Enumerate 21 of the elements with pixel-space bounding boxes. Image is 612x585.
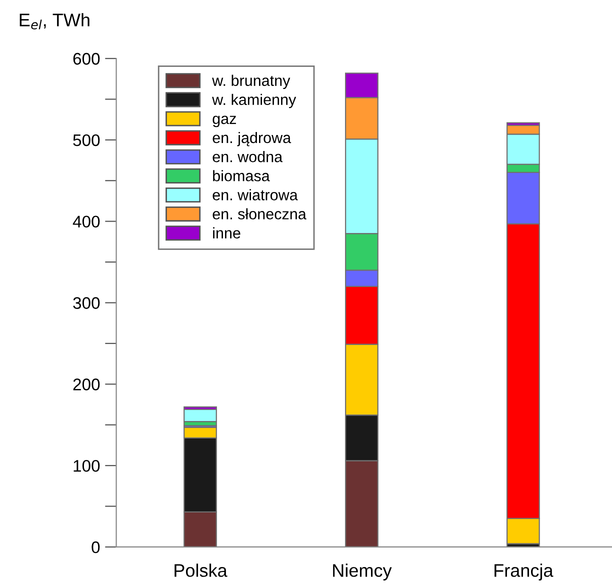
legend-label: biomasa: [213, 170, 270, 182]
legend-label: en. słoneczna: [212, 208, 306, 220]
y-tick-label: 600: [73, 52, 100, 65]
y-tick-label: 0: [92, 541, 100, 554]
legend-label: w. kamienny: [212, 94, 296, 108]
y-axis-title: E$_{el}$, TWh: [20, 13, 90, 30]
y-tick-label: 300: [73, 297, 100, 309]
x-tick-label: Polska: [174, 564, 228, 577]
y-tick-label: 400: [72, 216, 100, 228]
legend-label: en. wodna: [212, 151, 283, 162]
y-tick-label: 100: [74, 460, 100, 472]
legend-label: inne: [213, 227, 240, 238]
legend-label: gaz: [212, 116, 236, 128]
bar: [184, 408, 217, 422]
x-tick-label: Francja: [494, 564, 554, 580]
legend-label: w. brunatny: [212, 74, 290, 90]
legend-label: en. jądrowa: [212, 132, 292, 146]
legend-label: en. wiatrowa: [212, 189, 298, 200]
x-tick-label: Niemcy: [333, 564, 392, 580]
y-tick-label: 200: [73, 378, 100, 390]
y-tick-label: 500: [73, 134, 100, 146]
